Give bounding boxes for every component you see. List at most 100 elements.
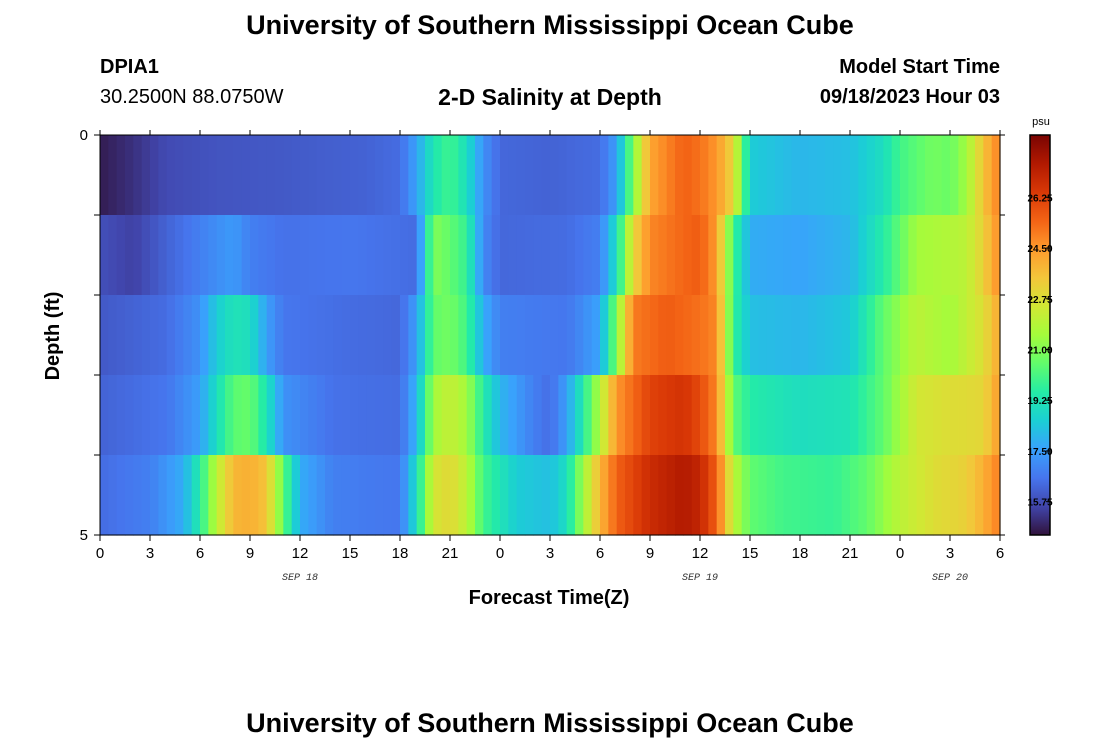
heatmap-cell bbox=[341, 215, 351, 296]
x-tick-label: 6 bbox=[596, 545, 604, 562]
heatmap-cell bbox=[833, 215, 843, 296]
heatmap-cell bbox=[516, 135, 526, 216]
heatmap-cell bbox=[916, 295, 926, 376]
heatmap-cell bbox=[600, 215, 609, 296]
heatmap-cell bbox=[475, 295, 484, 376]
heatmap-cell bbox=[433, 455, 443, 536]
heatmap-cell bbox=[466, 455, 476, 536]
x-tick-label: 21 bbox=[842, 545, 859, 562]
heatmap-cell bbox=[700, 295, 709, 376]
heatmap-cell bbox=[708, 375, 718, 456]
heatmap-cell bbox=[141, 135, 151, 216]
heatmap-cell bbox=[633, 375, 643, 456]
heatmap-cell bbox=[591, 215, 601, 296]
colorbar-unit: psu bbox=[1032, 116, 1050, 128]
heatmap-cell bbox=[733, 375, 743, 456]
heatmap-cell bbox=[116, 455, 126, 536]
heatmap-cell bbox=[458, 215, 468, 296]
heatmap-cell bbox=[400, 375, 409, 456]
heatmap-cell bbox=[925, 375, 934, 456]
heatmap-cell bbox=[183, 455, 193, 536]
heatmap-cell bbox=[516, 295, 526, 376]
heatmap-cell bbox=[708, 135, 718, 216]
colorbar-tick-label: 21.00 bbox=[1027, 345, 1052, 356]
heatmap-cell bbox=[883, 375, 893, 456]
heatmap-cell bbox=[308, 135, 318, 216]
page-title: University of Southern Mississippi Ocean… bbox=[246, 10, 854, 40]
heatmap-cell bbox=[750, 215, 759, 296]
heatmap-cell bbox=[966, 455, 976, 536]
heatmap-cell bbox=[625, 295, 634, 376]
heatmap-cell bbox=[383, 135, 393, 216]
heatmap-cell bbox=[933, 215, 943, 296]
heatmap-cell bbox=[533, 135, 543, 216]
x-tick-label: 12 bbox=[692, 545, 709, 562]
heatmap-cell bbox=[125, 215, 134, 296]
heatmap-cell bbox=[966, 135, 976, 216]
heatmap-cell bbox=[700, 455, 709, 536]
heatmap-cell bbox=[225, 215, 234, 296]
heatmap-cell bbox=[300, 135, 309, 216]
heatmap-cell bbox=[375, 375, 384, 456]
heatmap-cell bbox=[316, 135, 326, 216]
heatmap-cell bbox=[441, 295, 451, 376]
x-tick-label: 18 bbox=[392, 545, 409, 562]
heatmap-cell bbox=[125, 375, 134, 456]
heatmap-cell bbox=[583, 295, 593, 376]
heatmap-cell bbox=[208, 375, 218, 456]
heatmap-cell bbox=[608, 455, 618, 536]
heatmap-cell bbox=[108, 215, 118, 296]
heatmap-cell bbox=[941, 455, 951, 536]
x-date-label: SEP 20 bbox=[932, 573, 968, 584]
heatmap-cell bbox=[641, 215, 651, 296]
heatmap-cell bbox=[150, 455, 159, 536]
heatmap-cell bbox=[783, 215, 793, 296]
colorbar: 15.75 17.50 19.25 21.00 22.75 24.50 26.25 bbox=[1027, 134, 1053, 536]
heatmap-cell bbox=[833, 455, 843, 536]
heatmap-cell bbox=[316, 295, 326, 376]
heatmap-cell bbox=[483, 135, 493, 216]
heatmap-cell bbox=[650, 215, 659, 296]
heatmap-cell bbox=[233, 135, 243, 216]
heatmap-cell bbox=[175, 375, 184, 456]
heatmap-cell bbox=[825, 375, 834, 456]
heatmap-cell bbox=[258, 215, 268, 296]
heatmap-cell bbox=[283, 135, 293, 216]
heatmap-cell bbox=[158, 295, 168, 376]
heatmap-cell bbox=[775, 295, 784, 376]
heatmap-cell bbox=[175, 455, 184, 536]
heatmap-cell bbox=[950, 295, 959, 376]
heatmap-cell bbox=[991, 375, 1001, 456]
heatmap-cell bbox=[266, 375, 276, 456]
heatmap-cell bbox=[841, 455, 851, 536]
heatmap-cell bbox=[725, 215, 734, 296]
x-tick-label: 9 bbox=[246, 545, 254, 562]
heatmap-cell bbox=[650, 455, 659, 536]
x-tick-label: 12 bbox=[292, 545, 309, 562]
heatmap-cell bbox=[916, 375, 926, 456]
heatmap-cell bbox=[883, 135, 893, 216]
heatmap-cell bbox=[816, 375, 826, 456]
heatmap-cell bbox=[125, 455, 134, 536]
heatmap-cell bbox=[933, 295, 943, 376]
heatmap-cell bbox=[600, 135, 609, 216]
x-tick-label: 6 bbox=[196, 545, 204, 562]
heatmap-cell bbox=[133, 215, 143, 296]
colorbar-tick-label: 15.75 bbox=[1027, 498, 1052, 509]
heatmap-cell bbox=[475, 215, 484, 296]
heatmap-cell bbox=[833, 375, 843, 456]
heatmap-cell bbox=[991, 295, 1001, 376]
heatmap-cell bbox=[900, 215, 909, 296]
heatmap-cell bbox=[258, 375, 268, 456]
x-tick-label: 9 bbox=[646, 545, 654, 562]
heatmap-cell bbox=[908, 455, 918, 536]
heatmap-cell bbox=[183, 215, 193, 296]
heatmap-cell bbox=[250, 295, 259, 376]
heatmap-cell bbox=[841, 375, 851, 456]
heatmap-cell bbox=[500, 295, 509, 376]
heatmap-cell bbox=[958, 295, 968, 376]
heatmap-cell bbox=[408, 215, 418, 296]
heatmap-cell bbox=[166, 215, 176, 296]
heatmap-cell bbox=[450, 135, 459, 216]
heatmap-cell bbox=[691, 135, 701, 216]
